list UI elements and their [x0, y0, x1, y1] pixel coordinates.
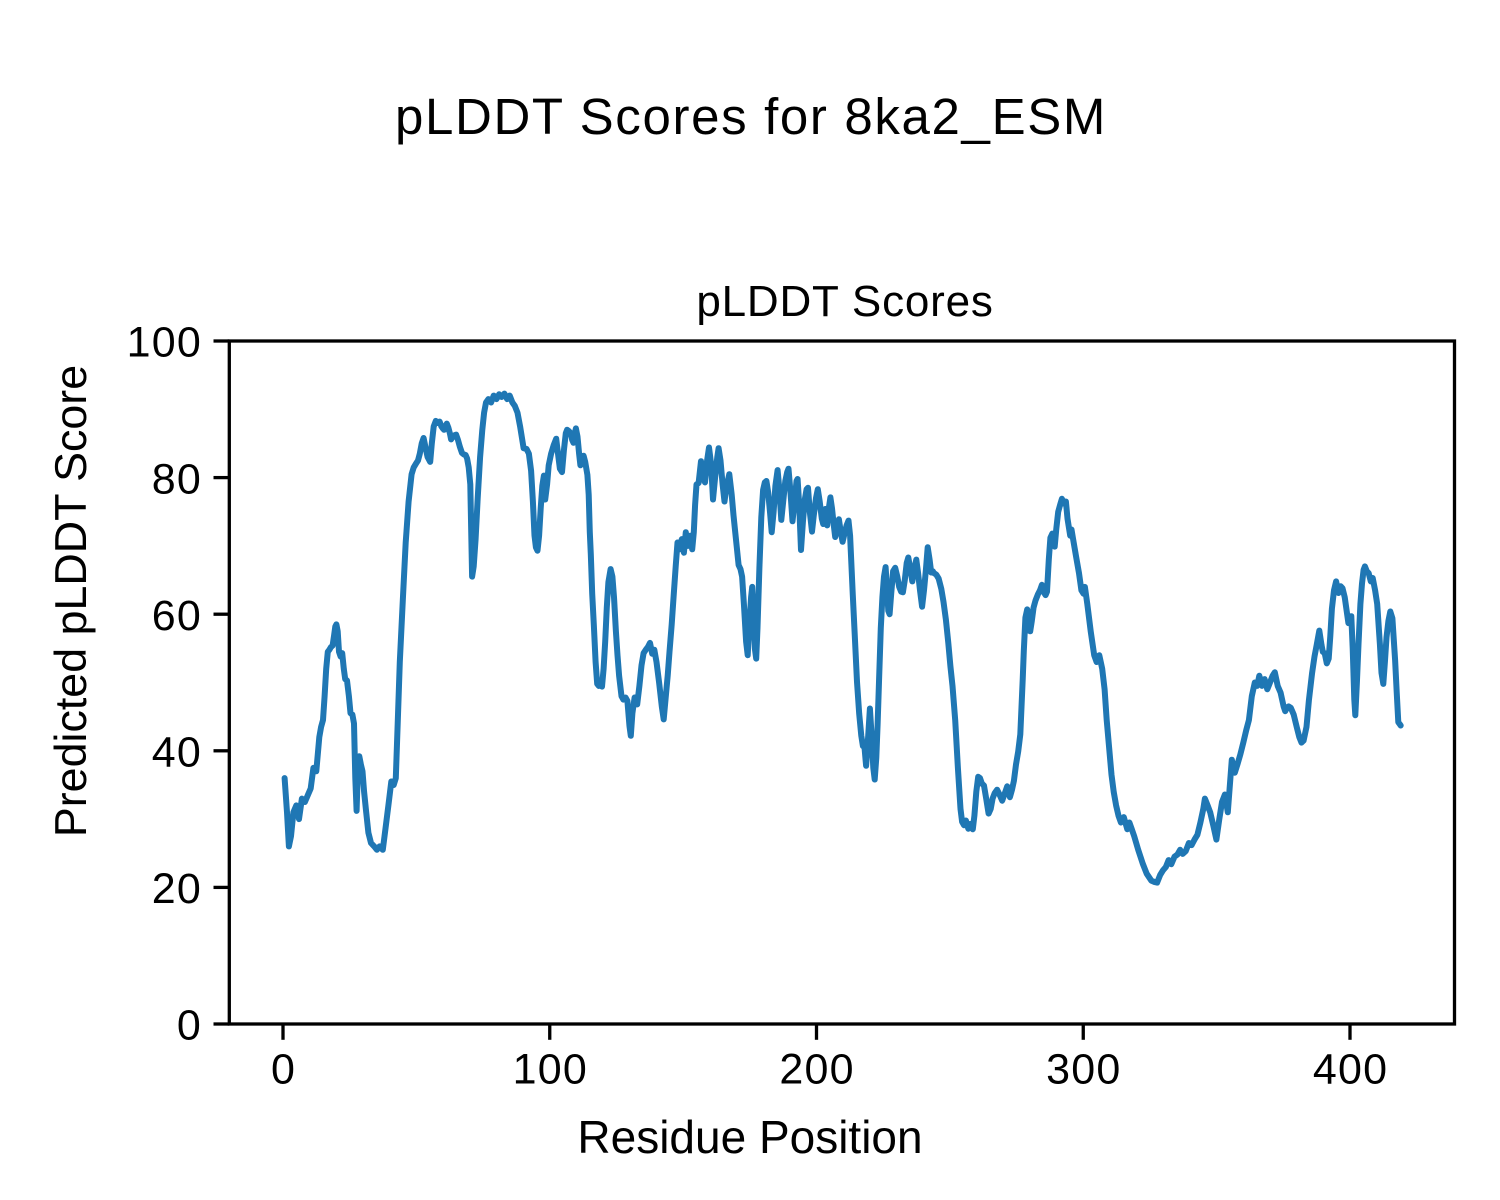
- svg-text:300: 300: [1046, 1046, 1121, 1094]
- svg-text:Predicted pLDDT Score: Predicted pLDDT Score: [46, 365, 96, 837]
- svg-text:20: 20: [152, 865, 202, 913]
- svg-text:400: 400: [1313, 1046, 1388, 1094]
- svg-text:0: 0: [271, 1046, 296, 1094]
- svg-text:pLDDT Scores for 8ka2_ESM: pLDDT Scores for 8ka2_ESM: [395, 88, 1107, 145]
- svg-text:40: 40: [152, 729, 202, 777]
- svg-text:80: 80: [152, 455, 202, 503]
- svg-text:pLDDT Scores: pLDDT Scores: [696, 277, 993, 326]
- svg-text:200: 200: [779, 1046, 854, 1094]
- svg-text:Residue Position: Residue Position: [577, 1111, 922, 1163]
- svg-text:100: 100: [513, 1046, 588, 1094]
- svg-text:60: 60: [152, 592, 202, 640]
- svg-text:100: 100: [127, 319, 202, 367]
- svg-text:0: 0: [177, 1002, 202, 1050]
